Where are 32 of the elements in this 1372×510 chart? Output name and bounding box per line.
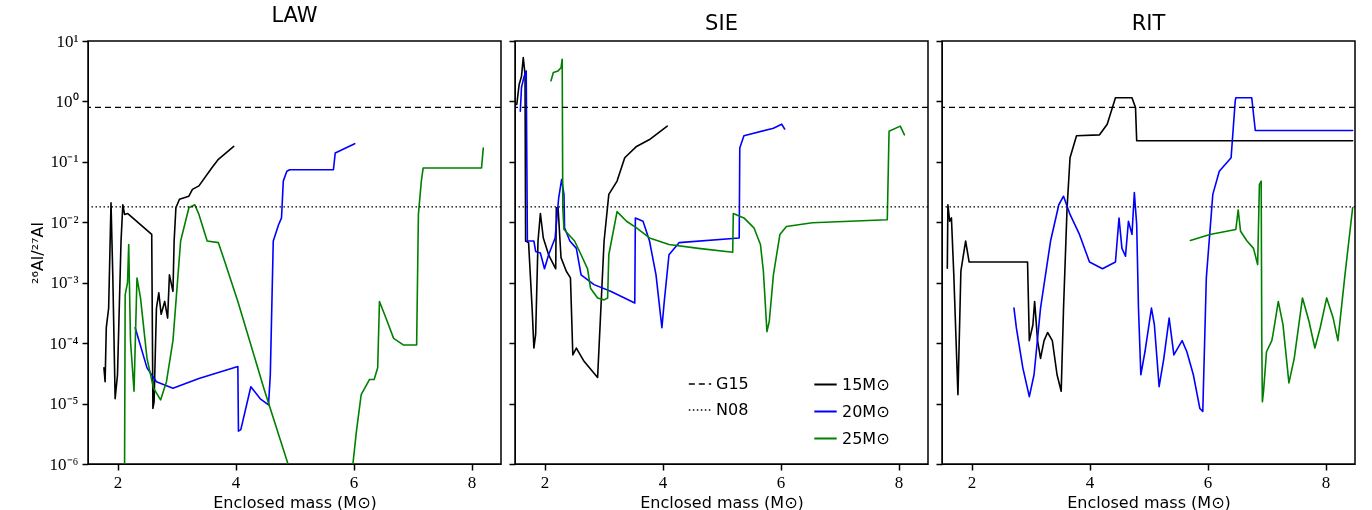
chart-title: RIT	[1131, 11, 1166, 36]
y-tick-label: 10⁰	[55, 91, 79, 111]
chart-title: SIE	[705, 11, 738, 36]
x-axis-title: Enclosed mass (M⊙)	[213, 492, 377, 510]
x-tick-label: 2	[540, 472, 550, 492]
x-tick-label: 4	[231, 472, 241, 492]
x-tick-label: 2	[113, 472, 123, 492]
y-tick-label: 10⁻²	[50, 212, 79, 232]
x-tick-label: 6	[776, 472, 786, 492]
x-tick-label: 6	[1203, 472, 1213, 492]
x-tick-label: 8	[1321, 472, 1331, 492]
x-tick-label: 4	[658, 472, 668, 492]
x-tick-label: 4	[1085, 472, 1095, 492]
y-tick-label: 10⁻⁴	[49, 333, 79, 353]
x-axis-title: Enclosed mass (M⊙)	[640, 492, 804, 510]
legend-label: 15M⊙	[842, 374, 890, 394]
legend-label: 20M⊙	[842, 401, 890, 421]
legend-label: N08	[716, 400, 749, 419]
chart-title: LAW	[271, 3, 318, 27]
x-axis-title: Enclosed mass (M⊙)	[1067, 492, 1231, 510]
x-tick-label: 8	[467, 472, 477, 492]
y-tick-label: 10⁻³	[50, 273, 79, 293]
y-tick-label: 10⁻⁶	[49, 454, 79, 474]
legend-label: 25M⊙	[842, 428, 890, 448]
y-tick-label: 10¹	[56, 31, 79, 51]
x-tick-label: 6	[349, 472, 359, 492]
y-axis-title: ²⁶Al/²⁷Al	[27, 222, 47, 284]
y-tick-label: 10⁻¹	[50, 152, 79, 172]
x-tick-label: 2	[967, 472, 977, 492]
x-tick-label: 8	[894, 472, 904, 492]
y-tick-label: 10⁻⁵	[49, 394, 79, 414]
legend-label: G15	[716, 374, 749, 393]
